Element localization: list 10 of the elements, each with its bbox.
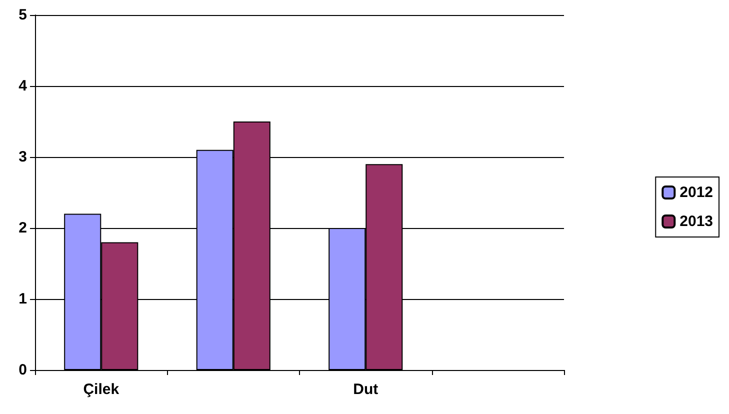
legend-label: 2013 <box>680 213 714 230</box>
y-tick-label: 5 <box>18 6 27 24</box>
x-tick-label: Çilek <box>83 381 120 398</box>
y-tick-label: 0 <box>18 362 27 378</box>
y-tick-label: 4 <box>18 78 28 94</box>
y-tick-label: 3 <box>18 148 27 166</box>
y-tick-label: 1 <box>18 290 27 308</box>
x-tick-label: Dut <box>353 381 378 398</box>
y-tick-label: 2 <box>18 220 27 236</box>
legend-label: 2012 <box>680 184 714 201</box>
